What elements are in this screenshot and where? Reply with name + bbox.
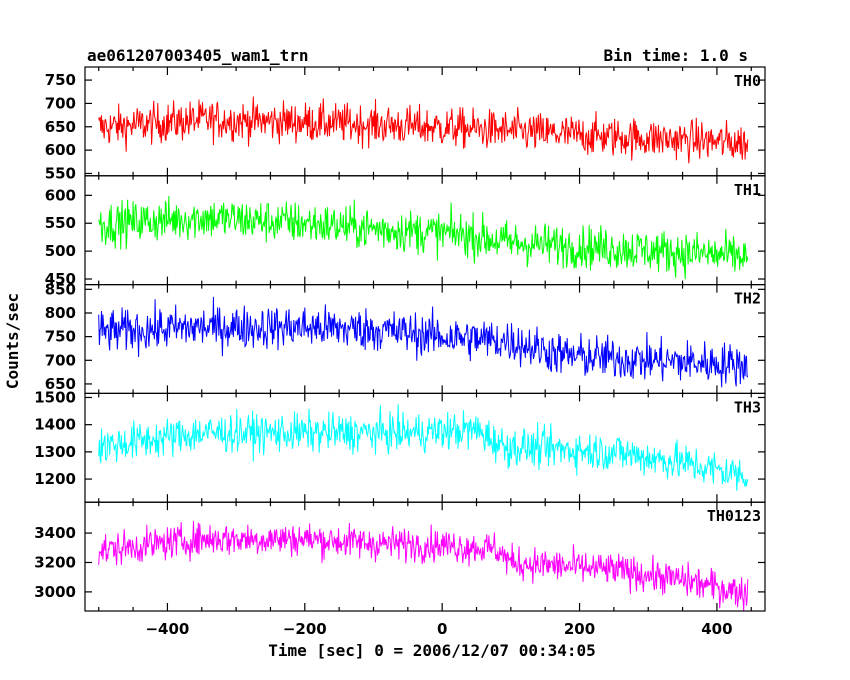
y-tick-label: 750 [45,328,76,346]
x-tick-label: 0 [437,620,447,638]
panel-th2: 650 700 750 800 850 TH2 [45,280,766,395]
y-tick-label: 500 [45,242,76,260]
panel-label-th2: TH2 [734,290,761,308]
series-line-th1 [98,195,749,280]
x-axis-label: Time [sec] 0 = 2006/12/07 00:34:05 [268,641,596,660]
series-line-th3 [98,404,749,491]
panel-label-th3: TH3 [734,398,761,416]
y-axis-label: Counts/sec [3,293,22,389]
bin-time-label: Bin time: 1.0 s [604,46,749,65]
x-tick-label: 400 [701,620,732,638]
y-tick-label: 800 [45,304,76,322]
y-tick-label: 1400 [34,416,76,434]
series-line-th0 [98,96,749,164]
panel-frame [84,501,766,612]
chart-title: ae061207003405_wam1_trn [87,46,309,65]
y-tick-label: 1500 [34,388,76,406]
series-line-th0123 [98,521,749,612]
y-tick-label: 450 [45,270,76,288]
y-tick-label: 700 [45,351,76,369]
y-tick-label: 600 [45,186,76,204]
panel-th1: 450 500 550 600 TH1 [45,175,766,288]
y-tick-label: 3000 [34,583,76,601]
y-tick-label: 700 [45,94,76,112]
y-tick-label: 650 [45,118,76,136]
panel-label-th0123: TH0123 [707,507,761,525]
panel-th3: 1200 1300 1400 1500 TH3 [34,388,766,503]
panels-group: 550 600 650 700 750 TH0 450 500 550 600 TH1 650 700 7… [34,66,766,612]
y-tick-label: 3200 [34,553,76,571]
y-tick-label: 1200 [34,470,76,488]
x-axis: −400 −200 0 200 400 [145,620,732,638]
y-tick-label: 3400 [34,524,76,542]
panel-label-th0: TH0 [734,72,761,90]
y-tick-label: 550 [45,164,76,182]
y-tick-label: 550 [45,214,76,232]
y-tick-label: 750 [45,71,76,89]
series-line-th2 [98,296,749,388]
x-tick-label: −200 [283,620,327,638]
y-tick-label: 850 [45,280,76,298]
panel-th0: 550 600 650 700 750 TH0 [45,66,766,182]
x-tick-label: 200 [564,620,595,638]
x-tick-label: −400 [145,620,189,638]
y-tick-label: 650 [45,375,76,393]
panel-th0123: 3000 3200 3400 TH0123 [34,501,766,612]
y-tick-label: 1300 [34,443,76,461]
y-tick-label: 600 [45,141,76,159]
panel-label-th1: TH1 [734,181,761,199]
